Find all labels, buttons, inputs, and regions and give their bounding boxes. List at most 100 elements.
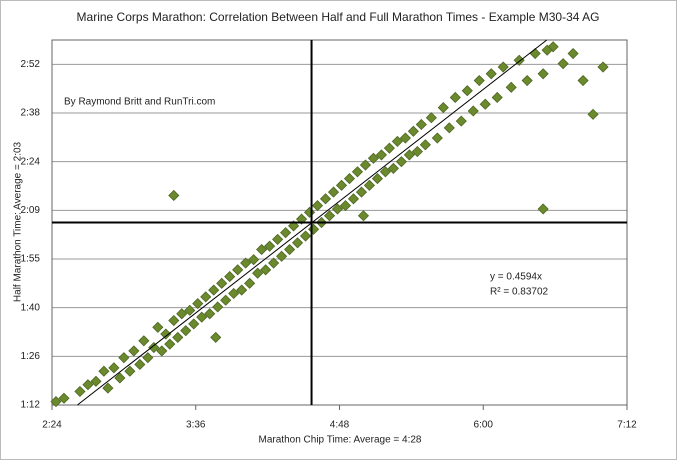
point: [461, 85, 473, 97]
y-axis-label: Half Marathon Time: Average = 2:03: [13, 141, 24, 302]
x-axis-label: Marathon Chip Time: Average = 4:28: [259, 435, 422, 446]
annotation: y = 0.4594x: [490, 272, 542, 283]
point: [343, 172, 356, 185]
point: [449, 91, 461, 104]
point: [236, 284, 248, 296]
point: [567, 47, 579, 60]
point: [411, 145, 423, 158]
point: [319, 193, 332, 205]
y-tick-label: 2:24: [21, 156, 41, 167]
point: [347, 193, 360, 205]
point: [142, 352, 154, 364]
point: [220, 294, 232, 306]
point: [82, 379, 94, 391]
point: [359, 159, 372, 171]
point: [168, 189, 180, 202]
x-tick-label: 4:48: [330, 420, 350, 431]
point: [467, 105, 479, 117]
annotation: By Raymond Britt and RunTri.com: [64, 97, 215, 108]
point: [284, 243, 296, 256]
point: [148, 341, 160, 354]
point: [505, 81, 517, 93]
y-tick-label: 1:26: [21, 351, 41, 362]
point: [204, 308, 216, 320]
point: [240, 257, 252, 269]
y-tick-label: 1:12: [21, 400, 41, 411]
point: [473, 74, 485, 87]
y-tick-label: 1:55: [21, 254, 41, 265]
point: [323, 210, 336, 222]
point: [124, 365, 136, 377]
point: [437, 102, 449, 114]
point: [224, 271, 236, 283]
x-tick-label: 2:24: [42, 420, 62, 431]
point: [276, 250, 288, 262]
point: [383, 142, 395, 154]
point: [479, 98, 491, 110]
point: [108, 362, 120, 374]
point: [587, 108, 599, 120]
point: [102, 382, 114, 394]
point: [379, 166, 391, 178]
point: [138, 335, 150, 347]
point: [299, 230, 312, 242]
point: [208, 284, 220, 296]
point: [172, 331, 184, 343]
point: [264, 240, 276, 252]
point: [425, 112, 437, 124]
trendline: [77, 39, 548, 406]
x-tick-label: 7:12: [617, 420, 637, 431]
point: [216, 277, 228, 289]
point: [311, 200, 324, 212]
point: [367, 152, 380, 164]
point: [156, 345, 168, 357]
point: [355, 186, 368, 198]
point: [248, 254, 260, 266]
chart-title: Marine Corps Marathon: Correlation Betwe…: [77, 10, 600, 24]
point: [351, 166, 364, 178]
point: [399, 132, 411, 144]
point: [228, 287, 240, 300]
point: [128, 345, 140, 357]
point: [403, 149, 415, 161]
point: [407, 125, 419, 137]
point: [200, 291, 212, 303]
point: [252, 267, 264, 279]
point: [256, 243, 268, 256]
point: [557, 58, 569, 70]
point: [210, 331, 222, 343]
point: [212, 301, 224, 313]
point: [152, 321, 164, 333]
point: [260, 264, 272, 276]
y-tick-label: 2:09: [21, 205, 41, 216]
point: [577, 74, 589, 87]
point: [371, 172, 383, 185]
annotation: R² = 0.83702: [490, 287, 549, 298]
point: [327, 186, 340, 198]
point: [497, 61, 509, 73]
point: [114, 372, 126, 384]
point: [415, 118, 427, 131]
point: [395, 156, 407, 168]
y-tick-label: 1:40: [21, 302, 41, 313]
x-tick-label: 3:36: [186, 420, 206, 431]
point: [419, 139, 431, 151]
point: [387, 162, 399, 174]
point: [335, 179, 348, 191]
point: [244, 277, 256, 289]
point: [537, 203, 549, 215]
point: [180, 325, 192, 337]
point: [118, 352, 130, 364]
point: [521, 74, 533, 87]
point: [431, 132, 443, 144]
point: [168, 314, 180, 327]
y-tick-label: 2:38: [21, 108, 41, 119]
point: [339, 200, 352, 212]
point: [268, 257, 280, 269]
point: [491, 91, 503, 104]
point: [455, 115, 467, 127]
point: [160, 328, 172, 340]
point: [547, 41, 559, 53]
